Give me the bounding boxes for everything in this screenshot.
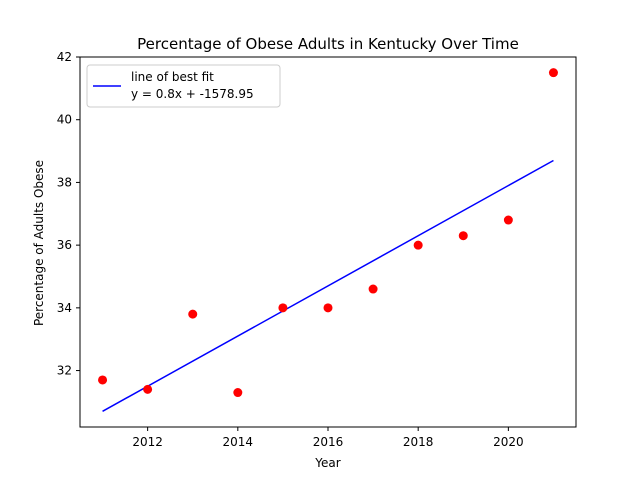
best-fit-line <box>102 159 554 412</box>
y-tick-label-36: 36 <box>57 238 72 252</box>
y-tick-label-38: 38 <box>57 175 72 189</box>
data-point-2012 <box>143 384 153 394</box>
y-tick-label-42: 42 <box>57 50 72 64</box>
x-tick-label-2012: 2012 <box>132 435 163 449</box>
chart-title: Percentage of Obese Adults in Kentucky O… <box>137 35 519 53</box>
y-tick-label-34: 34 <box>57 301 72 315</box>
legend-box <box>86 64 281 108</box>
x-axis-label: Year <box>314 456 340 470</box>
data-point-2011 <box>98 375 108 385</box>
chart-legend: line of best fit y = 0.8x + -1578.95 <box>86 64 281 108</box>
legend-label: line of best fit <box>131 70 214 84</box>
x-tick-label-2020: 2020 <box>493 435 524 449</box>
x-tick-label-2018: 2018 <box>403 435 434 449</box>
data-point-2013 <box>188 309 198 319</box>
y-tick-label-40: 40 <box>57 113 72 127</box>
y-tick-label-32: 32 <box>57 364 72 378</box>
data-point-2021 <box>548 68 558 78</box>
x-tick-label-2016: 2016 <box>313 435 344 449</box>
data-point-2018 <box>413 240 423 250</box>
data-point-2014 <box>233 388 243 398</box>
data-point-2016 <box>323 303 333 313</box>
data-point-2020 <box>503 215 513 225</box>
data-point-2015 <box>278 303 288 313</box>
data-point-2019 <box>458 231 468 241</box>
legend-equation: y = 0.8x + -1578.95 <box>131 87 254 101</box>
x-tick-label-2014: 2014 <box>223 435 254 449</box>
plot-area <box>98 68 558 412</box>
y-axis-label: Percentage of Adults Obese <box>32 160 46 326</box>
data-point-2017 <box>368 284 378 294</box>
axis-ticks: 2012 2014 2016 2018 2020 32 34 36 38 40 42 <box>57 50 524 449</box>
plot-frame <box>79 56 577 428</box>
